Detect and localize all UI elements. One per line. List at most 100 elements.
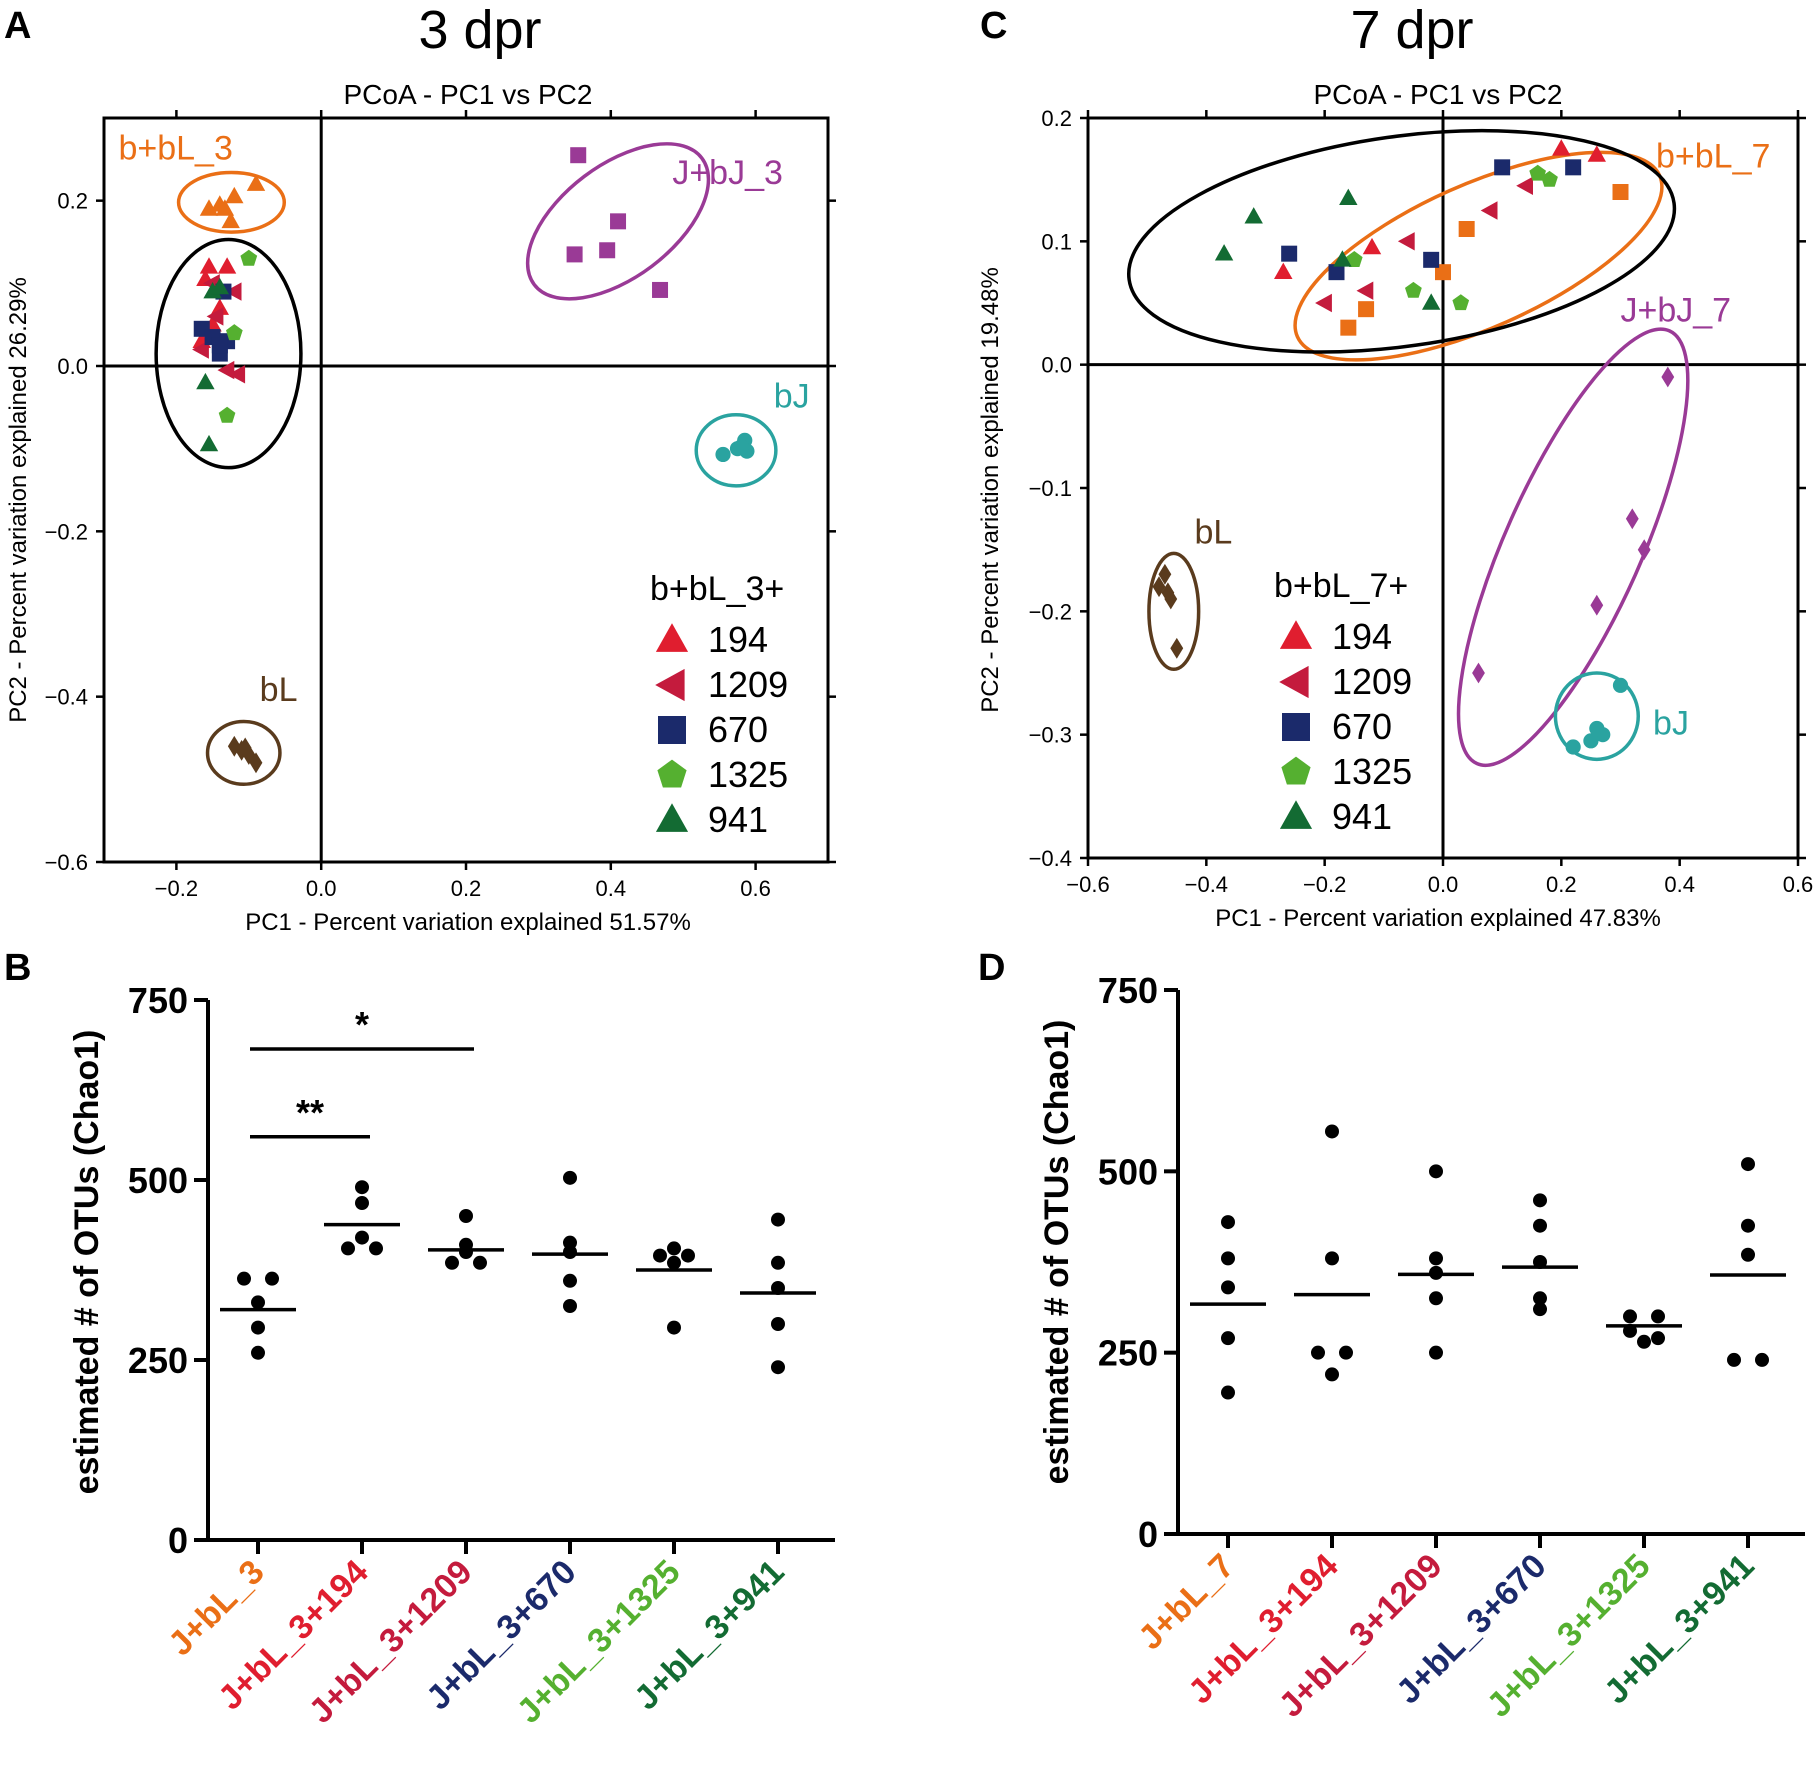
data-point	[1423, 251, 1440, 268]
legend-marker	[1282, 713, 1310, 741]
y-tick-label: 500	[1098, 1151, 1158, 1192]
y-tick-label: 750	[1098, 970, 1158, 1011]
data-point	[1339, 188, 1358, 205]
data-point	[1328, 264, 1345, 281]
y-tick-label: 250	[1098, 1333, 1158, 1374]
y-tick-label: −0.4	[45, 685, 88, 710]
data-point	[667, 1255, 681, 1270]
data-point	[1589, 720, 1605, 737]
data-point	[217, 257, 237, 274]
data-point	[1516, 176, 1533, 195]
data-point	[369, 1241, 383, 1256]
data-point	[226, 324, 243, 341]
data-point	[570, 147, 587, 164]
group-label: b+bL_3	[118, 129, 232, 167]
data-point	[653, 1248, 667, 1263]
data-point	[211, 337, 228, 354]
panel-letter-b: B	[4, 947, 31, 989]
group-ellipse	[1553, 671, 1641, 762]
y-tick-label: −0.6	[45, 850, 88, 875]
legend-label: 194	[1332, 616, 1392, 657]
group-label: J+bJ_7	[1621, 292, 1732, 330]
data-point	[1422, 293, 1441, 310]
data-point	[733, 439, 749, 455]
data-point	[1435, 264, 1451, 281]
data-point	[265, 1271, 279, 1286]
data-point	[1612, 677, 1629, 693]
x-tick-label: −0.4	[1185, 872, 1228, 897]
data-point	[1651, 1309, 1665, 1324]
data-point	[238, 737, 252, 759]
data-point	[221, 211, 240, 229]
data-point	[563, 1245, 577, 1259]
group-label: bL	[260, 671, 298, 709]
data-point	[1552, 139, 1571, 156]
data-point	[563, 1273, 577, 1288]
y-tick-label: 0	[1138, 1514, 1158, 1555]
panel-a-pcoa-plot: −0.2 0.0 0.2 0.4 0.6 −0.6 −0.4 −0.2 0.0 0.2 b+bL_3…	[45, 110, 836, 901]
panel-c-subtitle: PCoA - PC1 vs PC2	[1314, 79, 1563, 110]
data-point	[1405, 281, 1422, 298]
data-point	[1158, 563, 1172, 585]
group-ellipse	[1147, 551, 1201, 672]
data-point	[1587, 145, 1606, 162]
data-point	[1429, 1345, 1443, 1360]
group-ellipse	[176, 170, 287, 234]
x-tick-label: 0.6	[1783, 872, 1814, 897]
data-point	[1358, 301, 1375, 318]
data-point	[563, 1299, 577, 1313]
data-point	[1221, 1215, 1235, 1230]
y-tick-label: 0	[168, 1520, 188, 1561]
data-point	[1340, 319, 1357, 336]
data-point	[667, 1320, 681, 1335]
group-ellipse	[525, 142, 711, 301]
significance-label: *	[355, 1004, 369, 1045]
legend-label: 941	[1332, 796, 1392, 837]
data-point	[1452, 294, 1470, 311]
data-point	[1661, 366, 1675, 388]
data-point	[355, 1180, 369, 1195]
data-point	[251, 1295, 265, 1310]
data-point	[667, 1241, 681, 1256]
data-point	[341, 1241, 355, 1256]
data-point	[1612, 184, 1629, 200]
data-point	[199, 257, 219, 274]
x-tick-label: −0.6	[1066, 872, 1109, 897]
panel-c-ylabel: PC2 - Percent variation explained 19.48%	[977, 267, 1004, 713]
data-point	[217, 360, 235, 380]
legend-label: 670	[708, 709, 768, 750]
data-point	[459, 1209, 473, 1223]
y-tick-label: −0.2	[1029, 599, 1072, 624]
data-point	[1311, 1345, 1325, 1360]
data-point	[681, 1248, 695, 1263]
x-tick-label: 0.4	[596, 876, 627, 901]
data-point	[610, 213, 627, 230]
legend-marker	[655, 668, 685, 702]
legend-label: 1209	[1332, 661, 1412, 702]
data-point	[210, 277, 229, 295]
data-point	[1533, 1291, 1547, 1306]
data-point	[715, 446, 731, 463]
data-point	[1741, 1157, 1755, 1172]
data-point	[1637, 539, 1651, 561]
legend-marker	[657, 759, 687, 788]
data-point	[1325, 1124, 1339, 1139]
group-ellipse	[694, 413, 778, 488]
data-point	[1590, 594, 1604, 616]
data-point	[1741, 1218, 1755, 1233]
panel-d-dot-plot: 0250500750J+bL_7J+bL_3+194J+bL_3+1209J+b…	[1098, 970, 1805, 1725]
x-tick-label: 0.4	[1664, 872, 1695, 897]
data-point	[1397, 232, 1415, 251]
panel-a-xlabel: PC1 - Percent variation explained 51.57%	[245, 909, 691, 936]
data-point	[225, 186, 244, 204]
data-point	[206, 307, 224, 326]
group-label: bJ	[1653, 705, 1689, 743]
panel-letter-d: D	[978, 947, 1005, 989]
legend-label: 670	[1332, 706, 1392, 747]
legend-title: b+bL_7+	[1274, 567, 1408, 605]
data-point	[1755, 1352, 1769, 1367]
data-point	[599, 242, 616, 259]
y-tick-label: 0.1	[1041, 229, 1072, 254]
data-point	[1533, 1302, 1547, 1317]
data-point	[473, 1255, 487, 1270]
